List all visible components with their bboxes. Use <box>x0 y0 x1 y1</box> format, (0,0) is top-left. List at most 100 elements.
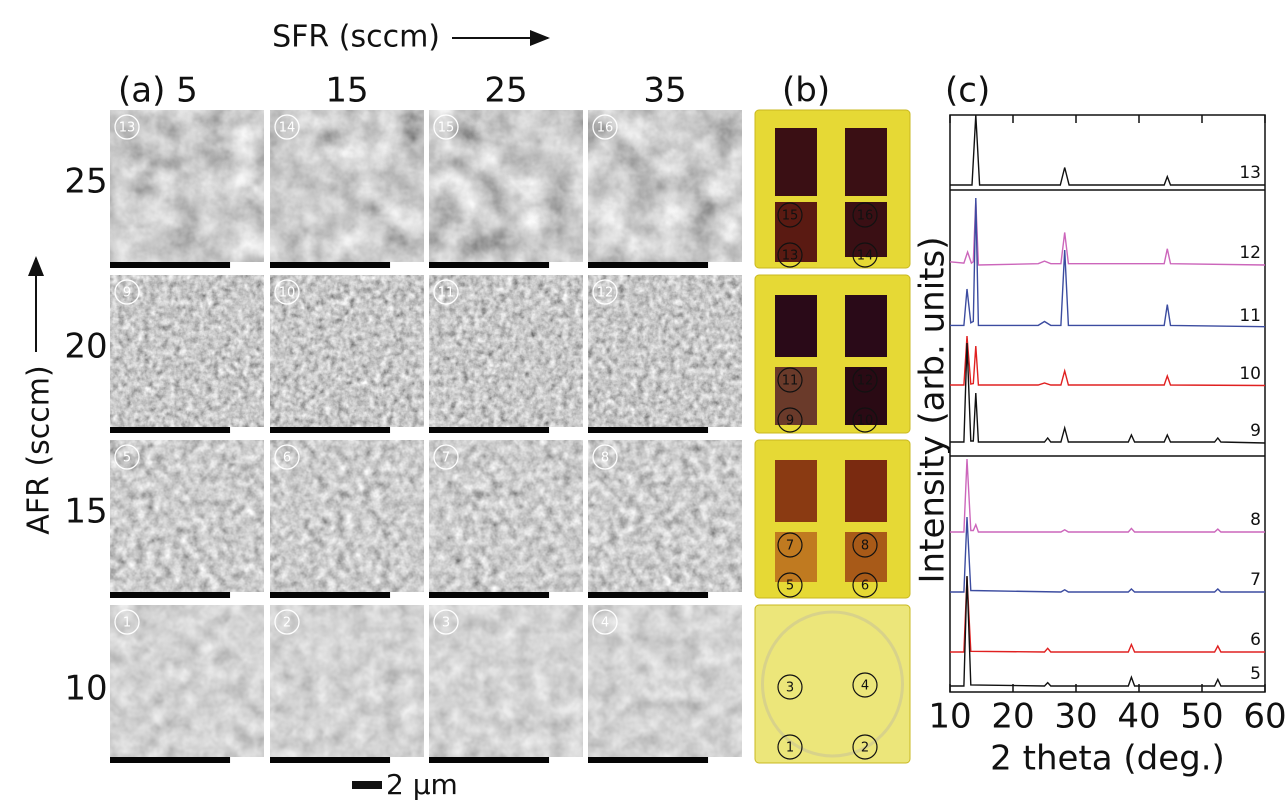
photo-label: 3 <box>786 681 794 696</box>
sem-image <box>270 605 424 763</box>
sem-scale-bar-white <box>230 757 264 763</box>
photo-label: 2 <box>861 741 869 756</box>
photo-label: 14 <box>857 249 874 264</box>
sem-scale-bar-white <box>549 427 583 433</box>
sample-label: 7 <box>442 451 450 466</box>
x-title: SFR (sccm) <box>272 20 440 55</box>
row-label: 15 <box>64 492 107 532</box>
xrd-curve <box>950 200 1265 265</box>
sem-scale-bar-white <box>390 427 424 433</box>
series-label: 6 <box>1250 630 1261 650</box>
sem-scale-bar <box>588 262 708 268</box>
sem-scale-bar <box>110 427 230 433</box>
sample-label: 5 <box>123 451 131 466</box>
photo-label: 11 <box>782 374 799 389</box>
sample-label: 9 <box>123 286 131 301</box>
photo-label: 9 <box>786 414 794 429</box>
sem-scale-bar <box>110 262 230 268</box>
sample-label: 15 <box>438 121 455 136</box>
panel-label: (b) <box>782 71 830 111</box>
sem-scale-bar-white <box>549 757 583 763</box>
x-tick-label: 40 <box>1117 697 1160 737</box>
sem-scale-bar <box>270 757 390 763</box>
x-tick-label: 30 <box>1054 697 1097 737</box>
sem-scale-bar-white <box>708 592 742 598</box>
film <box>775 460 817 522</box>
sem-scale-bar-white <box>390 592 424 598</box>
sem-scale-bar <box>588 427 708 433</box>
xrd-curve <box>950 336 1265 386</box>
sem-scale-bar <box>588 757 708 763</box>
sample-label: 2 <box>283 616 291 631</box>
sem-image <box>110 275 264 433</box>
sem-scale-bar-white <box>549 262 583 268</box>
series-label: 9 <box>1250 421 1261 441</box>
sample-label: 6 <box>283 451 291 466</box>
series-label: 13 <box>1239 163 1261 183</box>
sample-label: 12 <box>597 286 614 301</box>
column-label: 15 <box>325 71 368 111</box>
xrd-curve <box>950 459 1265 532</box>
photo-label: 7 <box>786 539 794 554</box>
sample-label: 1 <box>123 616 131 631</box>
column-label: 35 <box>643 71 686 111</box>
sample-label: 16 <box>597 121 614 136</box>
sem-scale-bar <box>270 262 390 268</box>
scale-bar-label: 2 µm <box>386 768 458 801</box>
sem-image <box>110 440 264 598</box>
page: { "panel_a": { "label": "(a)", "x_title"… <box>0 0 1288 810</box>
sem-scale-bar-white <box>230 262 264 268</box>
sem-scale-bar <box>429 757 549 763</box>
sem-scale-bar <box>429 262 549 268</box>
photo-label: 5 <box>786 579 794 594</box>
xrd-curve <box>950 198 1265 327</box>
plot-frame <box>950 115 1265 692</box>
photo-label: 12 <box>857 374 874 389</box>
sem-image <box>429 440 583 598</box>
sem-scale-bar <box>588 592 708 598</box>
sample-label: 13 <box>119 121 136 136</box>
row-label: 20 <box>64 327 107 367</box>
photo-label: 8 <box>861 539 869 554</box>
panel-label: (c) <box>945 71 990 111</box>
xrd-curve <box>950 115 1265 185</box>
sem-image <box>588 440 742 598</box>
sem-scale-bar-white <box>708 757 742 763</box>
sample-label: 11 <box>438 286 455 301</box>
row-label: 10 <box>64 669 107 709</box>
sample-label: 8 <box>601 451 609 466</box>
sem-scale-bar <box>270 427 390 433</box>
sem-image <box>588 605 742 763</box>
sample-label: 3 <box>442 616 450 631</box>
sample-label: 14 <box>279 121 296 136</box>
x-axis-title: 2 theta (deg.) <box>990 739 1225 779</box>
sem-scale-bar <box>270 592 390 598</box>
sem-image <box>270 440 424 598</box>
photo-label: 13 <box>782 249 799 264</box>
sem-scale-bar-white <box>230 592 264 598</box>
photo-label: 1 <box>786 741 794 756</box>
series-label: 8 <box>1250 510 1261 530</box>
film <box>775 128 817 196</box>
x-tick-label: 50 <box>1180 697 1223 737</box>
column-label: 25 <box>484 71 527 111</box>
series-label: 5 <box>1250 664 1261 684</box>
sample-label: 4 <box>601 616 609 631</box>
film <box>845 295 887 357</box>
film <box>845 128 887 196</box>
x-tick-label: 10 <box>928 697 971 737</box>
scale-bar <box>352 781 382 789</box>
sem-scale-bar <box>110 757 230 763</box>
photo-label: 10 <box>857 414 874 429</box>
sem-image <box>429 605 583 763</box>
figure: SFR (sccm) AFR (sccm) (a) (b) (c) 2 µm 5… <box>0 0 1288 806</box>
x-tick-label: 60 <box>1243 697 1286 737</box>
sem-scale-bar-white <box>390 757 424 763</box>
film <box>845 460 887 522</box>
sem-scale-bar-white <box>708 427 742 433</box>
y-title: AFR (sccm) <box>22 365 57 534</box>
sem-scale-bar-white <box>390 262 424 268</box>
panel-label: (a) <box>118 71 165 111</box>
column-label: 5 <box>176 71 198 111</box>
photo-label: 16 <box>857 209 874 224</box>
